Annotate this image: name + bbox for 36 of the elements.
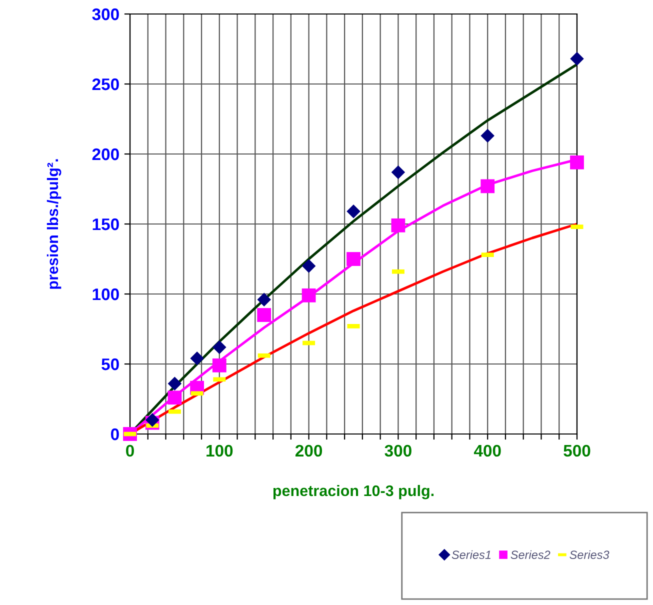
y-tick-label: 300	[92, 8, 119, 20]
y-tick-label: 150	[92, 218, 119, 230]
x-tick-label: 300	[384, 444, 412, 457]
x-tick-label: 100	[206, 444, 233, 457]
x-tick-label: 200	[295, 444, 322, 457]
legend-label: Series2	[510, 550, 550, 559]
y-tick-label: 50	[102, 358, 119, 370]
point	[212, 358, 226, 372]
point	[302, 259, 316, 273]
x-axis-title: penetracion 10-3 pulg.	[273, 484, 434, 500]
point	[168, 376, 182, 390]
point	[570, 52, 584, 66]
point	[302, 288, 316, 302]
legend-label: Series1	[452, 550, 490, 559]
y-tick-label: 200	[92, 148, 119, 160]
point	[391, 218, 406, 232]
point	[168, 390, 182, 405]
x-tick-label: 400	[474, 444, 501, 457]
point	[346, 252, 360, 266]
point	[145, 413, 160, 427]
x-tick-label: 500	[564, 444, 590, 457]
y-tick-label: 250	[92, 78, 119, 90]
legend-label: Series3	[570, 550, 610, 559]
point	[257, 308, 272, 322]
y-tick-label: 100	[92, 288, 119, 300]
point	[480, 128, 494, 143]
point	[391, 165, 406, 180]
point	[212, 340, 226, 354]
point	[346, 204, 360, 218]
point	[570, 155, 584, 170]
point	[257, 292, 271, 306]
point	[480, 179, 495, 194]
y-axis-title: presion lbs./pulg².	[46, 159, 62, 289]
y-tick-label: 0	[110, 428, 119, 440]
point	[190, 352, 204, 366]
x-tick-label: 0	[126, 444, 134, 457]
